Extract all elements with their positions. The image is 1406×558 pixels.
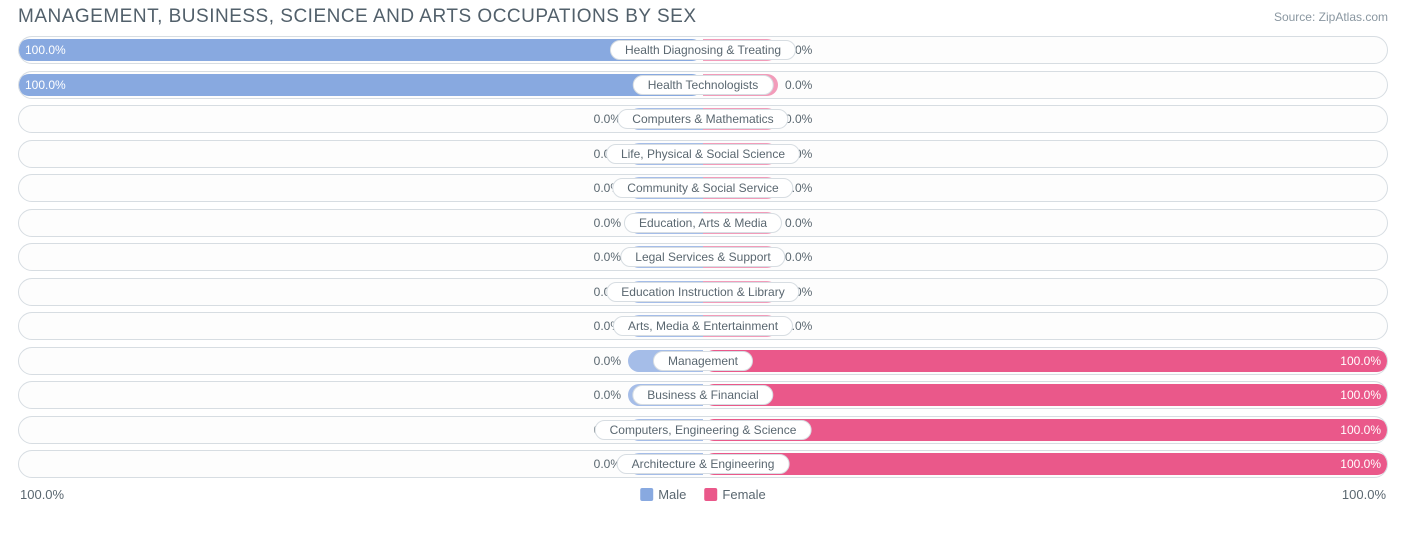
male-value-label: 100.0%: [25, 43, 66, 57]
legend-female-label: Female: [722, 487, 765, 502]
axis-left-label: 100.0%: [20, 487, 64, 502]
category-label: Education Instruction & Library: [606, 282, 799, 302]
category-label: Management: [653, 351, 753, 371]
male-half: 0.0%: [19, 244, 703, 270]
category-label: Architecture & Engineering: [617, 454, 790, 474]
male-value-label: 0.0%: [594, 388, 621, 402]
male-bar: [18, 74, 703, 96]
chart-row: 100.0% 0.0% Health Technologists: [18, 71, 1388, 99]
chart-row: 0.0% 100.0% Management: [18, 347, 1388, 375]
category-label: Legal Services & Support: [620, 247, 785, 267]
female-value-label: 0.0%: [785, 78, 812, 92]
male-half: 0.0%: [19, 141, 703, 167]
male-bar: [18, 39, 703, 61]
male-half: 0.0%: [19, 348, 703, 374]
female-bar: [703, 453, 1388, 475]
male-value-label: 100.0%: [25, 78, 66, 92]
chart-row: 0.0%0.0%Education Instruction & Library: [18, 278, 1388, 306]
female-half: 0.0%: [703, 106, 1387, 132]
female-value-label: 100.0%: [1340, 354, 1381, 368]
female-value-label: 0.0%: [785, 112, 812, 126]
female-value-label: 100.0%: [1340, 388, 1381, 402]
category-label: Business & Financial: [632, 385, 773, 405]
female-value-label: 0.0%: [785, 216, 812, 230]
category-label: Life, Physical & Social Science: [606, 144, 800, 164]
male-half: 0.0%: [19, 279, 703, 305]
female-value-label: 0.0%: [785, 250, 812, 264]
female-half: 100.0%: [703, 348, 1387, 374]
category-label: Education, Arts & Media: [624, 213, 782, 233]
legend-male-label: Male: [658, 487, 686, 502]
category-label: Computers, Engineering & Science: [595, 420, 812, 440]
legend-item-female: Female: [704, 487, 765, 502]
axis-right-label: 100.0%: [1342, 487, 1386, 502]
female-half: 0.0%: [703, 244, 1387, 270]
female-half: 0.0%: [703, 37, 1387, 63]
male-half: 100.0%: [19, 72, 703, 98]
female-half: 0.0%: [703, 141, 1387, 167]
male-value-label: 0.0%: [594, 216, 621, 230]
male-half: 0.0%: [19, 313, 703, 339]
male-value-label: 0.0%: [594, 250, 621, 264]
category-label: Community & Social Service: [612, 178, 793, 198]
female-half: 0.0%: [703, 210, 1387, 236]
chart-row: 0.0%0.0%Life, Physical & Social Science: [18, 140, 1388, 168]
female-half: 100.0%: [703, 382, 1387, 408]
female-bar: [703, 350, 1388, 372]
legend-item-male: Male: [640, 487, 686, 502]
chart-area: 100.0%0.0%Health Diagnosing & Treating10…: [0, 36, 1406, 502]
axis-row: 100.0% Male Female 100.0%: [18, 485, 1388, 502]
legend: Male Female: [640, 487, 766, 502]
female-half: 0.0%: [703, 175, 1387, 201]
category-label: Arts, Media & Entertainment: [613, 316, 793, 336]
chart-row: 0.0%0.0%Arts, Media & Entertainment: [18, 312, 1388, 340]
female-half: 0.0%: [703, 279, 1387, 305]
male-value-label: 0.0%: [594, 354, 621, 368]
chart-row: 0.0% 0.0%Education, Arts & Media: [18, 209, 1388, 237]
category-label: Computers & Mathematics: [617, 109, 788, 129]
chart-row: 0.0% 100.0% Business & Financial: [18, 381, 1388, 409]
male-half: 0.0%: [19, 106, 703, 132]
category-label: Health Diagnosing & Treating: [610, 40, 796, 60]
chart-row: 0.0%0.0%Community & Social Service: [18, 174, 1388, 202]
chart-row: 100.0% 0.0%Health Diagnosing & Treating: [18, 36, 1388, 64]
male-half: 100.0%: [19, 37, 703, 63]
female-half: 0.0%: [703, 72, 1387, 98]
chart-row: 0.0%100.0%Computers, Engineering & Scien…: [18, 416, 1388, 444]
chart-row: 0.0% 0.0%Legal Services & Support: [18, 243, 1388, 271]
male-half: 0.0%: [19, 210, 703, 236]
female-value-label: 100.0%: [1340, 457, 1381, 471]
female-bar: [703, 384, 1388, 406]
chart-source: Source: ZipAtlas.com: [1274, 6, 1388, 24]
female-value-label: 100.0%: [1340, 423, 1381, 437]
female-half: 0.0%: [703, 313, 1387, 339]
male-half: 0.0%: [19, 175, 703, 201]
male-swatch-icon: [640, 488, 653, 501]
chart-header: MANAGEMENT, BUSINESS, SCIENCE AND ARTS O…: [0, 0, 1406, 36]
male-half: 0.0%: [19, 451, 703, 477]
male-half: 0.0%: [19, 382, 703, 408]
chart-row: 0.0% 0.0%Computers & Mathematics: [18, 105, 1388, 133]
female-swatch-icon: [704, 488, 717, 501]
chart-row: 0.0% 100.0% Architecture & Engineering: [18, 450, 1388, 478]
chart-title: MANAGEMENT, BUSINESS, SCIENCE AND ARTS O…: [18, 6, 697, 28]
female-half: 100.0%: [703, 451, 1387, 477]
category-label: Health Technologists: [633, 75, 774, 95]
